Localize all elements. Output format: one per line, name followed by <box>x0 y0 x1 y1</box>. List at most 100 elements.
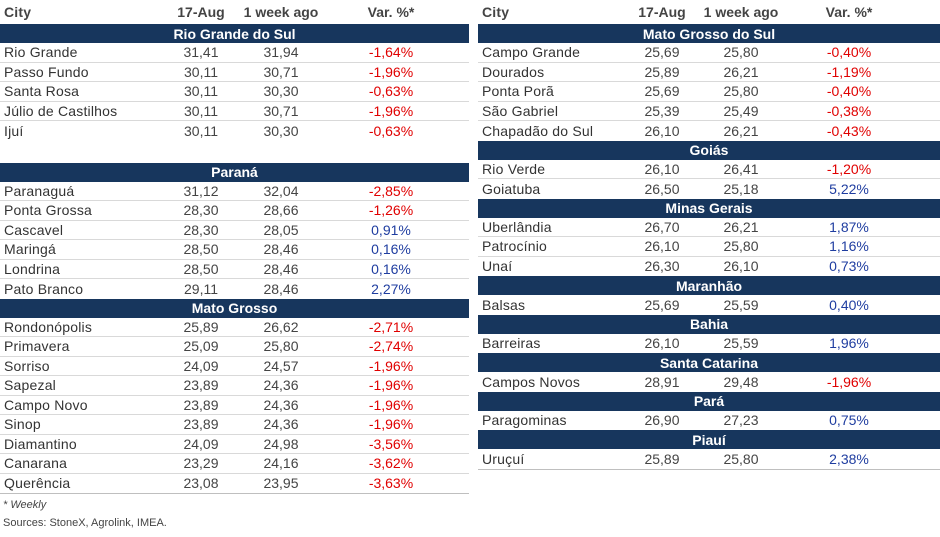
price-1-week-ago-cell: 25,80 <box>723 44 759 61</box>
price-1-week-ago-cell: 23,95 <box>263 475 299 492</box>
variation-cell: 1,16% <box>829 238 869 255</box>
city-cell: Patrocínio <box>482 238 548 255</box>
price-17-aug-cell: 30,11 <box>184 122 218 139</box>
price-1-week-ago-cell: 30,71 <box>263 102 299 119</box>
price-17-aug-cell: 28,50 <box>183 241 219 258</box>
table-row: Chapadão do Sul 26,10 26,21 -0,43% <box>478 121 940 141</box>
city-cell: Cascavel <box>4 221 64 238</box>
price-17-aug-cell: 23,08 <box>183 475 219 492</box>
price-17-aug-cell: 25,89 <box>644 450 680 467</box>
price-17-aug-cell: 26,70 <box>644 218 680 235</box>
variation-cell: 1,96% <box>829 335 869 352</box>
price-1-week-ago-cell: 25,80 <box>723 83 759 100</box>
price-1-week-ago-cell: 24,16 <box>263 455 299 472</box>
city-cell: Sorriso <box>4 357 50 374</box>
price-17-aug-cell: 29,11 <box>184 280 218 297</box>
header-17-aug: 17-Aug <box>638 4 686 20</box>
table-row: Barreiras 26,10 25,59 1,96% <box>478 334 940 354</box>
variation-cell: -1,96% <box>368 102 414 119</box>
price-17-aug-cell: 26,10 <box>644 335 680 352</box>
price-17-aug-cell: 25,09 <box>183 338 219 355</box>
variation-cell: 2,27% <box>371 280 411 297</box>
table-row: Uruçuí 25,89 25,80 2,38% <box>478 449 940 469</box>
table-bottom-border <box>0 493 469 494</box>
city-cell: Querência <box>4 475 71 492</box>
price-1-week-ago-cell: 24,57 <box>263 357 299 374</box>
price-17-aug-cell: 30,11 <box>184 63 218 80</box>
city-cell: Paranaguá <box>4 182 75 199</box>
table-row: Rio Grande 31,41 31,94 -1,64% <box>0 43 469 63</box>
price-17-aug-cell: 31,12 <box>183 182 219 199</box>
table-row: São Gabriel 25,39 25,49 -0,38% <box>478 102 940 121</box>
price-17-aug-cell: 26,90 <box>644 412 680 429</box>
price-17-aug-cell: 25,89 <box>183 318 219 335</box>
region-band: Bahia <box>478 314 940 334</box>
header-1-week-ago: 1 week ago <box>703 4 779 20</box>
variation-cell: 0,91% <box>371 221 411 238</box>
table-row: Ijuí 30,11 30,30 -0,63% <box>0 121 469 141</box>
price-1-week-ago-cell: 25,80 <box>723 238 759 255</box>
price-17-aug-cell: 28,91 <box>644 373 680 390</box>
variation-cell: -1,96% <box>826 373 872 390</box>
price-17-aug-cell: 28,30 <box>183 221 219 238</box>
price-17-aug-cell: 28,30 <box>183 202 219 219</box>
table-row: Campo Novo 23,89 24,36 -1,96% <box>0 396 469 415</box>
region-section: Paraná Paranaguá 31,12 32,04 -2,85% Ponta Gro… <box>0 162 469 299</box>
price-1-week-ago-cell: 26,10 <box>723 258 759 275</box>
variation-cell: 5,22% <box>829 180 869 197</box>
variation-cell: 0,16% <box>371 241 411 258</box>
price-1-week-ago-cell: 25,80 <box>263 338 299 355</box>
region-band: Mato Grosso <box>0 298 469 318</box>
variation-cell: 0,75% <box>829 412 869 429</box>
price-17-aug-cell: 26,30 <box>644 258 680 275</box>
price-1-week-ago-cell: 24,36 <box>263 416 299 433</box>
price-1-week-ago-cell: 26,41 <box>723 160 759 177</box>
price-1-week-ago-cell: 32,04 <box>263 182 299 199</box>
variation-cell: 0,16% <box>371 260 411 277</box>
region-section: Minas Gerais Uberlândia 26,70 26,21 1,87% Pat… <box>478 198 940 277</box>
variation-cell: -2,74% <box>368 338 414 355</box>
table-row: Sinop 23,89 24,36 -1,96% <box>0 415 469 435</box>
table-row: Querência 23,08 23,95 -3,63% <box>0 474 469 494</box>
table-row: Maringá 28,50 28,46 0,16% <box>0 240 469 260</box>
city-cell: Uruçuí <box>482 450 525 467</box>
city-cell: Ponta Porã <box>482 83 555 100</box>
price-17-aug-cell: 24,09 <box>183 435 219 452</box>
city-cell: Campo Novo <box>4 396 88 413</box>
price-17-aug-cell: 31,41 <box>183 44 219 61</box>
price-17-aug-cell: 24,09 <box>183 357 219 374</box>
price-1-week-ago-cell: 27,23 <box>723 412 759 429</box>
header-row: City 17-Aug 1 week ago Var. %* <box>0 0 469 24</box>
city-cell: Júlio de Castilhos <box>4 102 118 119</box>
price-1-week-ago-cell: 30,71 <box>263 63 299 80</box>
price-1-week-ago-cell: 28,46 <box>263 280 299 297</box>
variation-cell: -0,63% <box>368 122 414 139</box>
variation-cell: -1,96% <box>368 416 414 433</box>
city-cell: Paragominas <box>482 412 567 429</box>
city-cell: Maringá <box>4 241 56 258</box>
price-17-aug-cell: 26,10 <box>644 160 680 177</box>
variation-cell: -1,20% <box>826 160 872 177</box>
table-row: Júlio de Castilhos 30,11 30,71 -1,96% <box>0 102 469 121</box>
region-band: Goiás <box>478 140 940 160</box>
variation-cell: -2,85% <box>368 182 414 199</box>
city-cell: São Gabriel <box>482 102 559 119</box>
variation-cell: -0,38% <box>826 102 872 119</box>
region-band: Santa Catarina <box>478 353 940 372</box>
price-17-aug-cell: 30,11 <box>184 83 218 100</box>
price-17-aug-cell: 26,50 <box>644 180 680 197</box>
region-section: Mato Grosso Rondonópolis 25,89 26,62 -2,71% P… <box>0 298 469 494</box>
city-cell: Diamantino <box>4 435 77 452</box>
variation-cell: -3,56% <box>368 435 414 452</box>
price-1-week-ago-cell: 28,66 <box>263 202 299 219</box>
city-cell: Dourados <box>482 63 545 80</box>
region-section: Goiás Rio Verde 26,10 26,41 -1,20% Goiatuba 26… <box>478 140 940 199</box>
city-cell: Campo Grande <box>482 44 581 61</box>
region-band: Piauí <box>478 430 940 449</box>
table-row: Canarana 23,29 24,16 -3,62% <box>0 454 469 474</box>
price-17-aug-cell: 25,89 <box>644 63 680 80</box>
table-row: Londrina 28,50 28,46 0,16% <box>0 260 469 279</box>
city-cell: Primavera <box>4 338 70 355</box>
table-row: Santa Rosa 30,11 30,30 -0,63% <box>0 82 469 102</box>
table-row: Sorriso 24,09 24,57 -1,96% <box>0 357 469 376</box>
